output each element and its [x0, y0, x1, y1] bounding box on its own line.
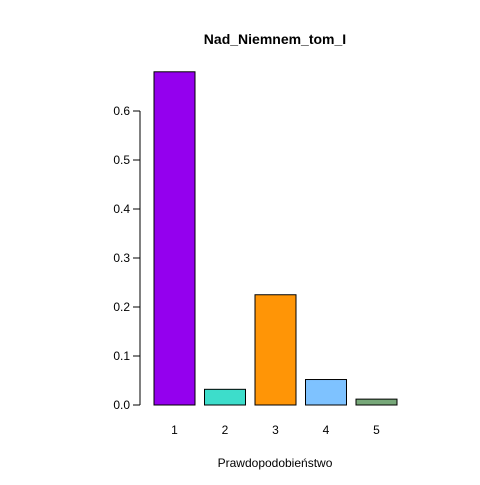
- bar: [204, 388, 246, 406]
- y-tick-label: 0.0: [113, 398, 130, 412]
- x-tick-label: 1: [171, 423, 178, 437]
- y-tick-label: 0.2: [113, 300, 130, 314]
- y-tick-label: 0.3: [113, 251, 130, 265]
- bars-group: [153, 71, 398, 406]
- chart-title: Nad_Niemnem_tom_I: [204, 31, 346, 47]
- bar: [254, 294, 297, 406]
- x-tick-label: 4: [323, 423, 330, 437]
- x-tick-labels: 1 2 3 4 5: [171, 423, 380, 437]
- bar: [153, 71, 196, 406]
- y-tick-label: 0.5: [113, 153, 130, 167]
- y-tick-label: 0.1: [113, 349, 130, 363]
- x-axis-label: Prawdopodobieństwo: [218, 456, 333, 470]
- x-tick-label: 5: [373, 423, 380, 437]
- x-tick-label: 3: [272, 423, 279, 437]
- y-tick-label: 0.4: [113, 202, 130, 216]
- bar: [355, 398, 398, 406]
- y-axis: 0.0 0.1 0.2 0.3 0.4 0.5 0.6: [113, 104, 141, 412]
- y-tick-label: 0.6: [113, 104, 130, 118]
- bar: [305, 379, 347, 406]
- x-tick-label: 2: [222, 423, 229, 437]
